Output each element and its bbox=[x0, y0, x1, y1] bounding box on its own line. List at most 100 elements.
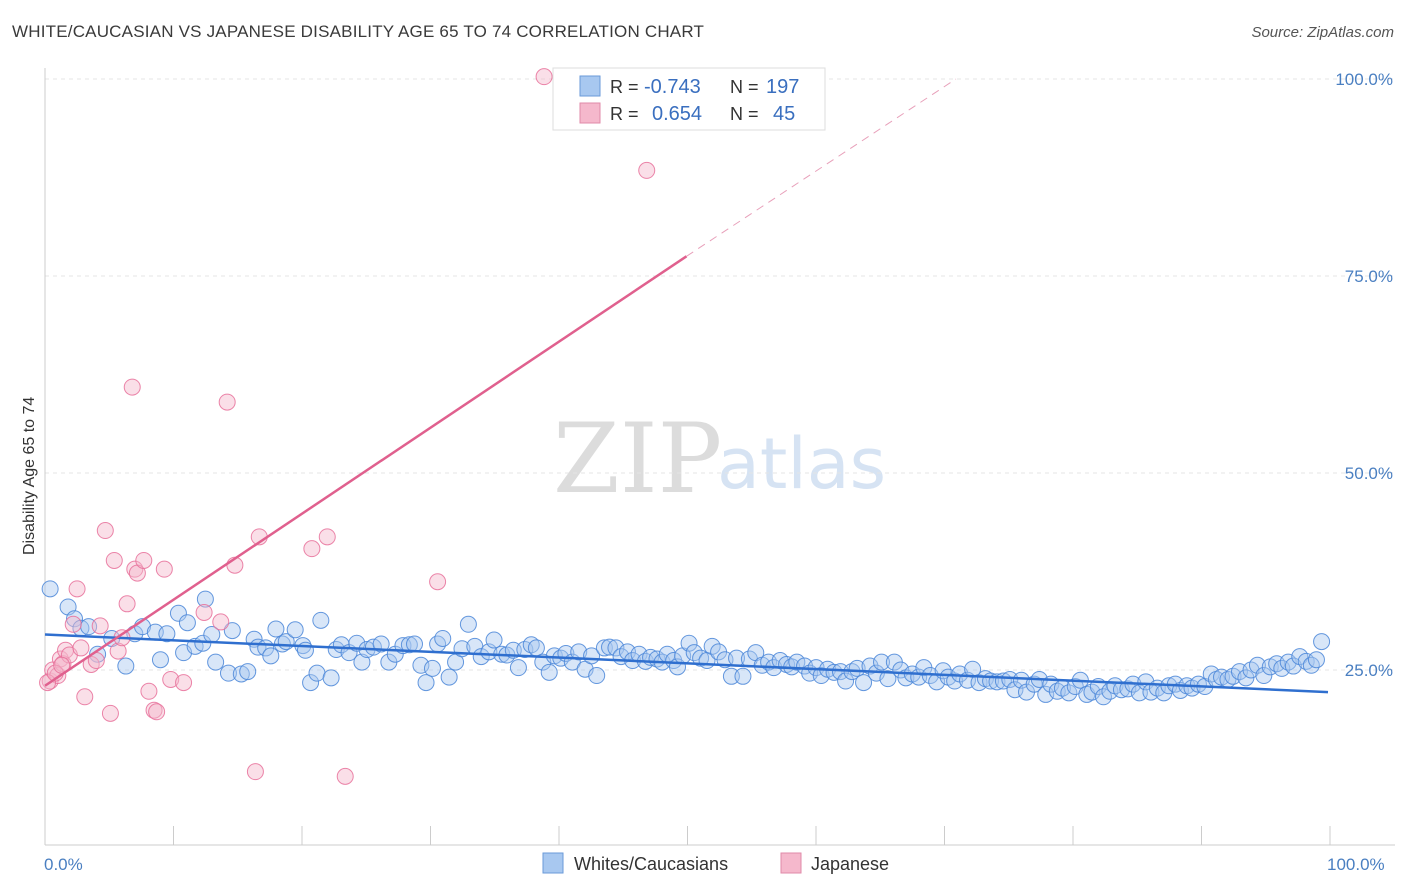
white-point bbox=[509, 659, 527, 677]
watermark-zip: ZIP bbox=[553, 403, 722, 515]
y-tick-label-75: 75.0% bbox=[1345, 267, 1393, 286]
white-point bbox=[855, 674, 873, 692]
japanese-point bbox=[318, 528, 336, 546]
stats-n-label-white: N = bbox=[730, 77, 759, 97]
white-point bbox=[680, 634, 698, 652]
white-point bbox=[825, 663, 843, 681]
white-point bbox=[527, 639, 545, 657]
stats-legend-swatch-white bbox=[579, 75, 601, 97]
white-point bbox=[267, 620, 285, 638]
stats-legend-swatch-japanese bbox=[579, 102, 601, 124]
white-point bbox=[322, 669, 340, 687]
white-point bbox=[296, 641, 314, 659]
japanese-point bbox=[638, 161, 656, 179]
white-point bbox=[1248, 656, 1266, 674]
japanese-point bbox=[140, 682, 158, 700]
white-point bbox=[837, 672, 855, 690]
japanese-point bbox=[105, 551, 123, 569]
japanese-point bbox=[118, 595, 136, 613]
white-point bbox=[570, 643, 588, 661]
japanese-point bbox=[246, 763, 264, 781]
x-tick-label-0: 0.0% bbox=[44, 855, 83, 874]
white-point bbox=[286, 621, 304, 639]
japanese-point bbox=[135, 551, 153, 569]
legend-label-white: Whites/Caucasians bbox=[574, 854, 728, 874]
white-point bbox=[262, 647, 280, 665]
white-point bbox=[1060, 684, 1078, 702]
white-point bbox=[788, 653, 806, 671]
y-tick-labels: 25.0% 50.0% 75.0% 100.0% bbox=[1335, 70, 1393, 680]
white-point bbox=[522, 636, 540, 654]
chart-title: WHITE/CAUCASIAN VS JAPANESE DISABILITY A… bbox=[12, 22, 705, 41]
stats-n-value-white: 197 bbox=[766, 76, 799, 98]
x-tick-marks bbox=[44, 826, 1331, 845]
white-point bbox=[232, 665, 250, 683]
white-point bbox=[353, 653, 371, 671]
japanese-point bbox=[145, 701, 163, 719]
white-point bbox=[417, 674, 435, 692]
white-point bbox=[1313, 633, 1331, 651]
stats-r-label-japanese: R = bbox=[610, 104, 639, 124]
white-point bbox=[734, 667, 752, 685]
white-point bbox=[540, 663, 558, 681]
white-point bbox=[485, 631, 503, 649]
japanese-point bbox=[101, 704, 119, 722]
white-point bbox=[66, 610, 84, 628]
stats-r-value-white: -0.743 bbox=[644, 76, 701, 98]
white-point bbox=[722, 667, 740, 685]
white-point bbox=[169, 604, 187, 622]
japanese-point bbox=[218, 393, 236, 411]
legend-swatch-white bbox=[542, 852, 564, 874]
white-point bbox=[601, 638, 619, 656]
japanese-point bbox=[109, 642, 127, 660]
legend-swatch-japanese bbox=[780, 852, 802, 874]
japanese-point bbox=[91, 617, 109, 635]
white-point bbox=[302, 674, 320, 692]
white-point bbox=[879, 670, 897, 688]
japanese-point bbox=[123, 378, 141, 396]
japanese-point bbox=[535, 68, 553, 86]
japanese-point bbox=[64, 615, 82, 633]
white-point bbox=[692, 649, 710, 667]
japanese-point bbox=[212, 613, 230, 631]
source-label: Source: ZipAtlas.com bbox=[1251, 24, 1394, 41]
white-point bbox=[1255, 667, 1273, 685]
white-point bbox=[158, 625, 176, 643]
japanese-point bbox=[162, 670, 180, 688]
white-point bbox=[588, 667, 606, 685]
japanese-point bbox=[336, 767, 354, 785]
y-axis-label: Disability Age 65 to 74 bbox=[21, 397, 38, 555]
white-point bbox=[117, 657, 135, 675]
stats-r-value-japanese: 0.654 bbox=[652, 103, 702, 125]
white-point bbox=[406, 635, 424, 653]
white-point bbox=[372, 635, 390, 653]
white-point bbox=[812, 667, 830, 685]
white-point bbox=[89, 645, 107, 663]
white-point bbox=[400, 636, 418, 654]
white-point bbox=[459, 615, 477, 633]
japanese-point bbox=[195, 603, 213, 621]
japanese-point bbox=[148, 703, 166, 721]
japanese-point bbox=[76, 688, 94, 706]
trend-lines bbox=[44, 78, 1329, 694]
stats-n-label-japanese: N = bbox=[730, 104, 759, 124]
stats-legend: R = -0.743 N = 197 R = 0.654 N = 45 bbox=[552, 67, 826, 131]
white-point bbox=[440, 668, 458, 686]
y-tick-label-25: 25.0% bbox=[1345, 661, 1393, 680]
trend-line-japanese bbox=[44, 255, 688, 687]
japanese-point bbox=[72, 639, 90, 657]
stats-r-label-white: R = bbox=[610, 77, 639, 97]
japanese-point bbox=[155, 560, 173, 578]
white-point bbox=[434, 629, 452, 647]
white-point bbox=[151, 651, 169, 669]
legend-label-japanese: Japanese bbox=[811, 854, 889, 874]
white-point bbox=[308, 664, 326, 682]
white-point bbox=[239, 663, 257, 681]
y-tick-label-50: 50.0% bbox=[1345, 464, 1393, 483]
japanese-point bbox=[303, 540, 321, 558]
white-point bbox=[327, 641, 345, 659]
watermark-atlas: atlas bbox=[717, 423, 886, 505]
gridlines bbox=[45, 78, 1395, 671]
trend-line-white bbox=[44, 633, 1329, 694]
